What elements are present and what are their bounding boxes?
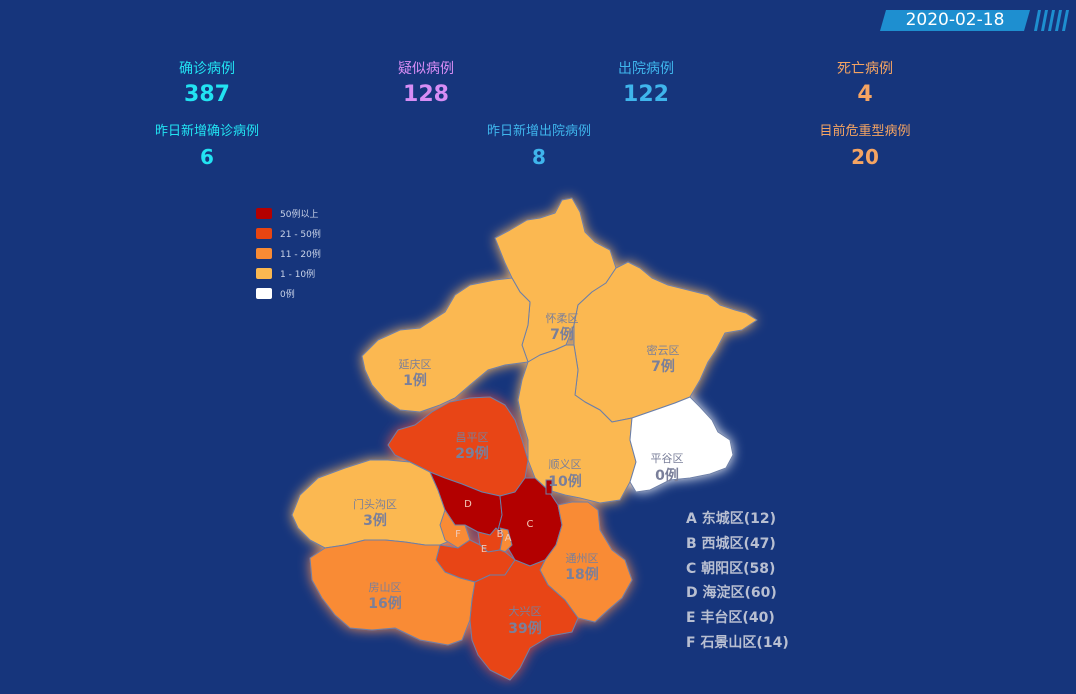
district-pinggu[interactable] bbox=[629, 396, 734, 493]
letter-e: E bbox=[481, 544, 487, 555]
legend-label: 11 - 20例 bbox=[280, 249, 321, 260]
label-yanqing-name: 延庆区 bbox=[399, 357, 432, 371]
district-key-list: A 东城区(12) B 西城区(47) C 朝阳区(58) D 海淀区(60) … bbox=[686, 509, 789, 658]
date-text: 2020-02-18 bbox=[905, 10, 1005, 30]
key-item-xicheng: B 西城区(47) bbox=[686, 535, 776, 552]
key-item-fengtai: E 丰台区(40) bbox=[686, 610, 775, 627]
legend-item-0[interactable]: 0例 bbox=[256, 283, 321, 303]
label-daxing-count: 39例 bbox=[508, 620, 541, 637]
district-miyun[interactable] bbox=[573, 261, 758, 423]
legend-swatch bbox=[256, 287, 272, 299]
key-item-chaoyang: C 朝阳区(58) bbox=[686, 560, 776, 577]
letter-c: C bbox=[527, 519, 534, 530]
stat-deaths-value: 4 bbox=[857, 82, 873, 107]
label-tongzhou-count: 18例 bbox=[565, 566, 598, 583]
legend-item-50plus[interactable]: 50例以上 bbox=[256, 203, 321, 223]
stat-new-confirmed-label: 昨日新增确诊病例 bbox=[154, 124, 259, 139]
stat-critical-value: 20 bbox=[851, 145, 879, 169]
stat-suspected: 疑似病例 128 bbox=[316, 58, 536, 107]
letter-b: B bbox=[497, 529, 504, 540]
label-miyun-name: 密云区 bbox=[647, 343, 680, 357]
legend-swatch bbox=[256, 267, 272, 279]
label-fangshan-count: 16例 bbox=[368, 595, 401, 612]
stat-critical-label: 目前危重型病例 bbox=[819, 124, 911, 139]
legend-label: 50例以上 bbox=[280, 209, 319, 220]
label-shunyi-count: 10例 bbox=[548, 473, 581, 490]
stat-suspected-value: 128 bbox=[403, 82, 449, 107]
legend-label: 1 - 10例 bbox=[280, 269, 316, 280]
letter-d: D bbox=[464, 499, 472, 510]
letter-a: A bbox=[505, 533, 512, 544]
label-tongzhou-name: 通州区 bbox=[566, 552, 599, 565]
label-huairou-count: 7例 bbox=[550, 326, 574, 343]
stat-new-discharged-label: 昨日新增出院病例 bbox=[486, 124, 591, 139]
district-yanqing[interactable] bbox=[361, 277, 531, 413]
legend-item-1-10[interactable]: 1 - 10例 bbox=[256, 263, 321, 283]
label-daxing-name: 大兴区 bbox=[509, 604, 542, 618]
label-pinggu-count: 0例 bbox=[655, 467, 679, 484]
stat-new-confirmed: 昨日新增确诊病例 6 bbox=[97, 120, 317, 169]
stat-confirmed: 确诊病例 387 bbox=[97, 58, 317, 107]
label-changping-name: 昌平区 bbox=[456, 431, 489, 444]
legend-swatch bbox=[256, 247, 272, 259]
label-mentougou-count: 3例 bbox=[363, 512, 387, 529]
key-item-haidian: D 海淀区(60) bbox=[686, 585, 777, 602]
letter-f: F bbox=[455, 529, 461, 540]
stat-discharged: 出院病例 122 bbox=[536, 58, 756, 107]
stat-new-discharged-value: 8 bbox=[532, 145, 546, 169]
stat-discharged-label: 出院病例 bbox=[618, 61, 674, 77]
stripes-decoration bbox=[1034, 10, 1069, 31]
label-huairou-name: 怀柔区 bbox=[546, 312, 579, 325]
label-changping-count: 29例 bbox=[455, 445, 488, 462]
legend-swatch bbox=[256, 227, 272, 239]
legend-swatch bbox=[256, 207, 272, 219]
legend-item-11-20[interactable]: 11 - 20例 bbox=[256, 243, 321, 263]
capital-airport-marker bbox=[545, 479, 553, 495]
map-legend: 50例以上 21 - 50例 11 - 20例 1 - 10例 0例 bbox=[256, 203, 321, 303]
key-item-dongcheng: A 东城区(12) bbox=[686, 511, 776, 527]
stat-confirmed-value: 387 bbox=[184, 82, 230, 107]
label-pinggu-name: 平谷区 bbox=[651, 452, 684, 465]
stat-suspected-label: 疑似病例 bbox=[398, 61, 454, 77]
legend-item-21-50[interactable]: 21 - 50例 bbox=[256, 223, 321, 243]
label-miyun-count: 7例 bbox=[651, 358, 675, 375]
legend-label: 21 - 50例 bbox=[280, 229, 321, 240]
label-shunyi-name: 顺义区 bbox=[549, 458, 582, 471]
district-daxing[interactable] bbox=[469, 559, 579, 681]
legend-label: 0例 bbox=[280, 289, 295, 300]
stat-deaths: 死亡病例 4 bbox=[755, 58, 975, 107]
date-badge: 2020-02-18 bbox=[880, 10, 1030, 31]
label-mentougou-name: 门头沟区 bbox=[353, 497, 397, 511]
stat-critical: 目前危重型病例 20 bbox=[755, 120, 975, 169]
stat-new-discharged: 昨日新增出院病例 8 bbox=[429, 120, 649, 169]
key-item-shijingshan: F 石景山区(14) bbox=[686, 634, 789, 651]
stat-confirmed-label: 确诊病例 bbox=[179, 61, 235, 77]
stat-new-confirmed-value: 6 bbox=[200, 145, 214, 169]
label-fangshan-name: 房山区 bbox=[369, 581, 402, 594]
stat-deaths-label: 死亡病例 bbox=[837, 61, 893, 77]
stat-discharged-value: 122 bbox=[623, 82, 669, 107]
label-yanqing-count: 1例 bbox=[403, 372, 427, 389]
